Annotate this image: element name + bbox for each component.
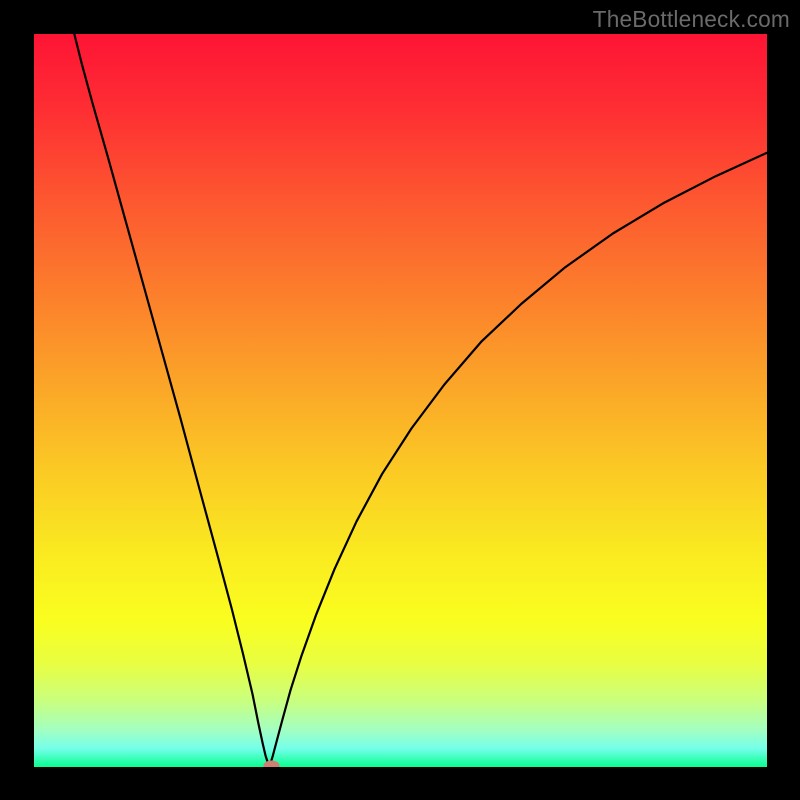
plot-gradient-background bbox=[34, 34, 767, 767]
bottleneck-curve-chart bbox=[0, 0, 800, 800]
watermark-text: TheBottleneck.com bbox=[593, 6, 790, 33]
chart-container: TheBottleneck.com bbox=[0, 0, 800, 800]
